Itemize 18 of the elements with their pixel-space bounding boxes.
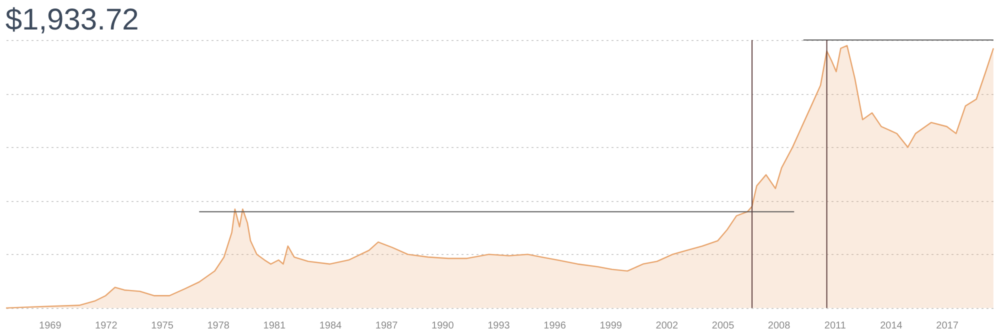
x-tick-label: 2008 [768, 320, 791, 332]
x-tick-label: 2002 [656, 320, 678, 332]
x-tick-label: 2014 [880, 320, 903, 332]
x-tick-label: 1987 [375, 320, 398, 332]
x-tick-label: 1990 [432, 320, 454, 332]
x-tick-label: 1975 [151, 320, 174, 332]
x-tick-label: 1984 [319, 320, 342, 332]
x-tick-label: 2011 [824, 320, 846, 332]
x-tick-label: 1999 [600, 320, 622, 332]
x-tick-label: 2005 [712, 320, 735, 332]
x-tick-label: 1996 [544, 320, 566, 332]
x-tick-label: 1993 [488, 320, 510, 332]
x-tick-label: 1972 [95, 320, 118, 332]
x-tick-label: 1981 [263, 320, 286, 332]
x-tick-label: 1978 [207, 320, 230, 332]
x-tick-label: 1969 [39, 320, 62, 332]
x-tick-label: 2017 [936, 320, 959, 332]
chart-title: $1,933.72 [5, 4, 139, 36]
